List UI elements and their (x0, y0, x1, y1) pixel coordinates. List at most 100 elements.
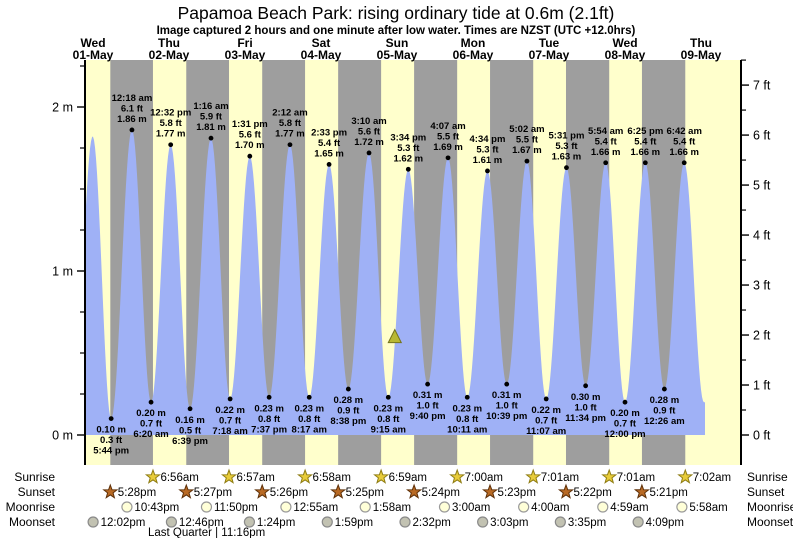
sunrise-time: 6:56am (160, 472, 198, 484)
tide-point-dot (227, 396, 233, 402)
sunset-time: 5:27pm (194, 487, 232, 499)
tide-annotation-low-time: 7:37 pm (251, 424, 287, 435)
tide-annotation-high-ft: 5.3 ft (555, 141, 578, 152)
tide-point-dot (681, 160, 687, 166)
sunrise-time: 6:59am (389, 472, 427, 484)
tide-annotation-low-m: 0.30 m (571, 392, 601, 403)
moonset-icon (321, 516, 333, 528)
sunset-time: 5:26pm (270, 487, 308, 499)
row-label-moonrise-left: Moonrise (6, 500, 56, 514)
tide-annotation-high-ft: 5.4 ft (595, 136, 618, 147)
row-label-moonset-right: Moonset (747, 515, 793, 529)
day-label: Thu (158, 36, 180, 50)
tide-annotation-low-m: 0.16 m (175, 415, 205, 426)
almanac-section: Last Quarter | 11:16pm Sunrise Sunrise 6:5… (6, 468, 793, 538)
date-label: 07-May (529, 48, 570, 62)
sunrise-time: 7:01am (617, 472, 655, 484)
date-label: 05-May (377, 48, 418, 62)
tide-point-dot (266, 394, 272, 400)
sunset-icon (633, 483, 650, 499)
row-label-sunrise-right: Sunrise (747, 470, 788, 484)
tide-annotation-high-ft: 5.4 ft (318, 138, 341, 149)
tide-point-dot (603, 160, 609, 166)
tide-annotation-high-time: 5:31 pm (549, 131, 585, 142)
right-axis-label: 6 ft (753, 129, 771, 143)
tide-point-dot (642, 160, 648, 166)
left-axis-label: 0 m (52, 429, 73, 443)
tide-annotation-low-time: 6:20 am (133, 429, 168, 440)
moonset-icon (87, 516, 99, 528)
right-axis-label: 2 ft (753, 329, 771, 343)
tide-annotation-high-time: 12:32 pm (150, 108, 191, 119)
moonrise-icon (518, 501, 530, 513)
right-axis-label: 7 ft (753, 79, 771, 93)
tide-annotation-high-time: 1:16 am (193, 101, 228, 112)
tide-annotation-high-m: 1.81 m (196, 122, 226, 133)
tide-annotation-high-time: 3:34 pm (390, 132, 426, 143)
tide-annotation-high-ft: 5.8 ft (279, 118, 302, 129)
sunset-time: 5:22pm (573, 487, 611, 499)
sunrise-time: 6:57am (237, 472, 275, 484)
tide-annotation-high-time: 1:31 pm (232, 119, 268, 130)
sunrise-icon (601, 468, 618, 484)
tide-point-dot (564, 165, 569, 171)
sunset-time: 5:21pm (649, 487, 687, 499)
tide-annotation-high-m: 1.62 m (394, 153, 424, 164)
sunset-icon (102, 483, 119, 499)
day-label: Fri (237, 36, 252, 50)
tide-annotation-high-m: 1.69 m (433, 142, 463, 153)
tide-annotation-high-m: 1.70 m (235, 140, 265, 151)
sunrise-icon (297, 468, 314, 484)
tide-annotation-high-ft: 5.9 ft (200, 112, 223, 123)
date-label: 06-May (453, 48, 494, 62)
tide-annotation-low-time: 9:40 pm (410, 411, 446, 422)
sunrise-icon (525, 468, 542, 484)
tide-point-dot (326, 162, 332, 167)
tide-annotation-high-m: 1.66 m (591, 147, 621, 158)
tide-annotation-low-time: 7:18 am (212, 426, 247, 437)
tide-annotations: 0.10 m0.3 ft5:44 pm 12:18 am6.1 ft1.86 m 0… (93, 93, 702, 457)
tide-annotation-low-ft: 0.8 ft (456, 414, 479, 425)
tide-point-dot (583, 383, 589, 389)
tide-curve-area (85, 130, 705, 435)
left-axis-label: 2 m (52, 101, 73, 115)
sunset-icon (254, 483, 271, 499)
tide-annotation-low-ft: 1.0 ft (417, 401, 440, 412)
sunset-time: 5:25pm (346, 487, 384, 499)
row-label-moonset-left: Moonset (9, 515, 56, 529)
tide-annotation-high-time: 2:33 pm (311, 127, 347, 138)
moonset-time: 1:24pm (257, 517, 295, 529)
sunset-time: 5:23pm (498, 487, 536, 499)
tide-annotation-low-ft: 0.7 ft (219, 415, 242, 426)
moonrise-icon (438, 501, 451, 513)
tide-annotation-high-time: 4:34 pm (470, 134, 506, 145)
tide-annotation-high-ft: 5.6 ft (239, 130, 262, 141)
moonrise-icon (676, 501, 688, 513)
tide-annotation-low-ft: 0.8 ft (258, 414, 281, 425)
tide-point-dot (464, 394, 470, 400)
day-label: Wed (80, 36, 105, 50)
moonset-icon (399, 516, 411, 528)
tide-annotation-low-m: 0.31 m (492, 390, 522, 401)
tide-annotation-high-m: 1.63 m (552, 152, 582, 163)
tide-annotation-high-ft: 5.4 ft (634, 136, 657, 147)
tide-annotation-low-ft: 0.7 ft (140, 419, 163, 430)
tide-annotation-high-m: 1.72 m (354, 137, 384, 148)
current-tide-marker-group (387, 328, 403, 344)
moonset-time: 4:09pm (646, 517, 684, 529)
tide-annotation-low-time: 12:00 pm (604, 429, 645, 440)
sunrise-time: 7:02am (693, 472, 731, 484)
day-label: Sat (312, 36, 331, 50)
tide-annotation-high-time: 6:42 am (667, 126, 702, 137)
tide-point-dot (345, 386, 351, 392)
tide-point-dot (622, 399, 628, 405)
axes: 0 m 1 m 2 m 0 ft 1 ft 2 ft 3 ft 4 ft 5 ft 6 ft 7 f… (52, 59, 771, 465)
tide-point-dot (524, 158, 530, 164)
moonset-time: 3:35pm (568, 517, 606, 529)
tide-annotation-low-ft: 0.9 ft (653, 406, 676, 417)
sunrise-icon (144, 468, 161, 484)
tide-annotation-low-m: 0.23 m (254, 403, 284, 414)
tide-water-area (85, 130, 705, 435)
tide-annotation-low-ft: 1.0 ft (575, 402, 598, 413)
tide-annotation-high-ft: 5.4 ft (673, 136, 696, 147)
